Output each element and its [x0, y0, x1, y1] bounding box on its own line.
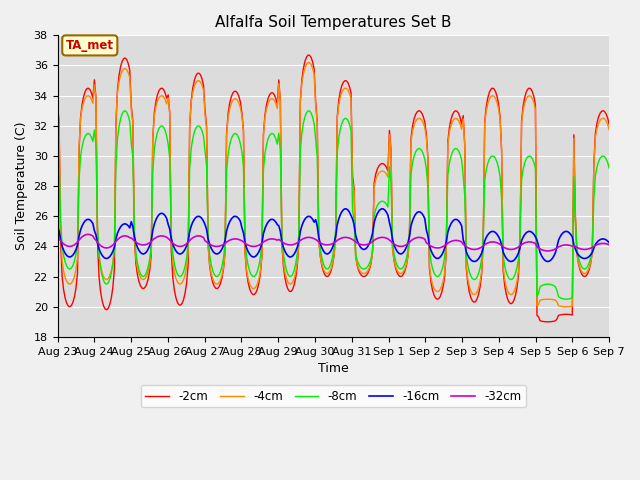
-4cm	[578, 268, 586, 274]
Line: -32cm: -32cm	[58, 234, 609, 251]
Line: -8cm: -8cm	[58, 111, 609, 299]
-4cm	[54, 107, 61, 113]
-2cm	[605, 122, 613, 128]
-32cm	[238, 238, 246, 244]
-16cm	[237, 218, 244, 224]
-16cm	[246, 251, 253, 257]
Line: -4cm: -4cm	[58, 63, 609, 307]
-4cm	[218, 272, 226, 278]
-4cm	[295, 240, 303, 246]
-2cm	[578, 271, 586, 276]
-8cm	[563, 296, 570, 302]
-2cm	[304, 52, 312, 58]
-8cm	[247, 272, 255, 277]
-32cm	[296, 238, 304, 243]
-4cm	[304, 60, 312, 66]
-8cm	[220, 255, 227, 261]
-32cm	[605, 242, 613, 248]
-32cm	[220, 241, 227, 247]
-2cm	[54, 104, 61, 109]
-8cm	[122, 108, 129, 114]
Line: -16cm: -16cm	[58, 209, 609, 262]
Line: -2cm: -2cm	[58, 55, 609, 322]
-4cm	[563, 304, 570, 310]
-2cm	[122, 55, 129, 61]
-16cm	[605, 240, 613, 246]
-4cm	[246, 281, 253, 287]
-32cm	[84, 231, 92, 237]
-2cm	[544, 319, 552, 324]
-32cm	[247, 243, 255, 249]
-8cm	[54, 145, 61, 151]
-8cm	[578, 264, 586, 269]
-16cm	[544, 259, 552, 264]
-8cm	[296, 148, 304, 154]
-4cm	[237, 105, 244, 111]
-2cm	[218, 275, 226, 281]
Y-axis label: Soil Temperature (C): Soil Temperature (C)	[15, 122, 28, 251]
-16cm	[578, 255, 586, 261]
X-axis label: Time: Time	[318, 362, 349, 375]
-16cm	[122, 221, 129, 227]
-16cm	[295, 239, 303, 245]
-2cm	[237, 99, 244, 105]
-2cm	[246, 286, 253, 291]
-4cm	[122, 66, 129, 72]
-8cm	[238, 149, 246, 155]
-32cm	[544, 248, 552, 254]
-32cm	[54, 234, 61, 240]
-16cm	[378, 206, 386, 212]
Title: Alfalfa Soil Temperatures Set B: Alfalfa Soil Temperatures Set B	[215, 15, 452, 30]
-16cm	[218, 246, 226, 252]
-32cm	[578, 246, 586, 252]
-32cm	[123, 233, 131, 239]
-16cm	[54, 224, 61, 229]
-8cm	[605, 165, 613, 171]
-8cm	[123, 109, 131, 115]
Text: TA_met: TA_met	[66, 39, 114, 52]
-2cm	[295, 241, 303, 247]
Legend: -2cm, -4cm, -8cm, -16cm, -32cm: -2cm, -4cm, -8cm, -16cm, -32cm	[141, 385, 526, 408]
-4cm	[605, 127, 613, 133]
